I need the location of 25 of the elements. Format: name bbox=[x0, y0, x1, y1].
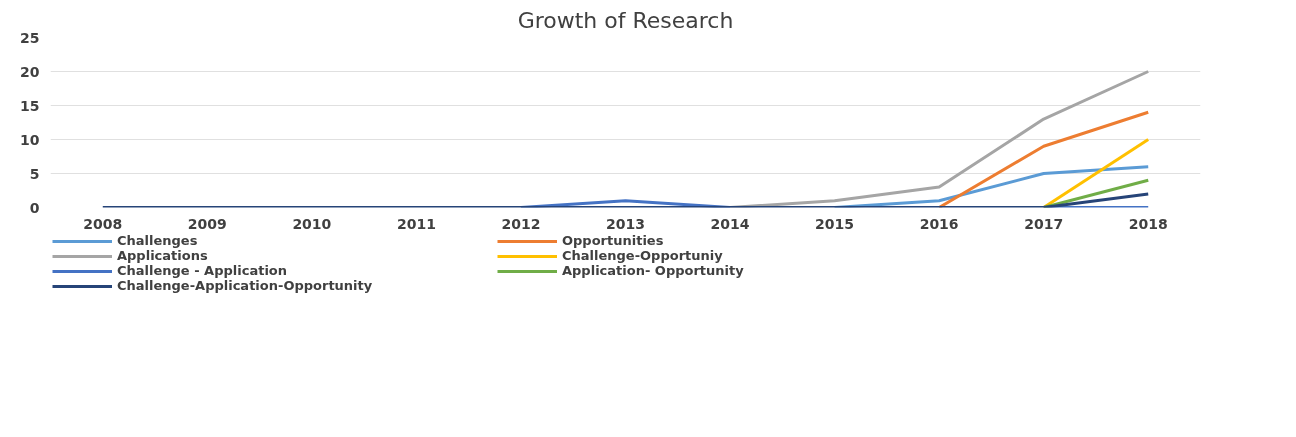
legend-label: Application- Opportunity bbox=[562, 263, 745, 278]
x-tick-label: 2018 bbox=[1128, 215, 1168, 232]
y-tick-label: 10 bbox=[20, 131, 40, 148]
legend-label: Challenge - Application bbox=[117, 263, 289, 278]
x-tick-label: 2017 bbox=[1024, 215, 1064, 232]
chart-title: Growth of Research bbox=[517, 7, 734, 33]
y-tick-label: 25 bbox=[20, 29, 40, 46]
legend-label: Challenge-Application-Opportunity bbox=[117, 278, 374, 293]
x-tick-label: 2012 bbox=[501, 215, 541, 232]
x-tick-label: 2014 bbox=[710, 215, 750, 232]
y-tick-label: 5 bbox=[29, 165, 40, 182]
legend-label: Opportunities bbox=[562, 233, 665, 248]
x-tick-label: 2011 bbox=[396, 215, 436, 232]
x-tick-label: 2016 bbox=[919, 215, 959, 232]
x-tick-label: 2013 bbox=[606, 215, 645, 232]
y-tick-label: 0 bbox=[29, 199, 40, 216]
y-tick-label: 15 bbox=[20, 97, 40, 114]
legend-label: Challenges bbox=[117, 233, 199, 248]
x-tick-label: 2010 bbox=[292, 215, 332, 232]
legend-label: Challenge-Opportuniy bbox=[562, 248, 724, 263]
legend-label: Applications bbox=[117, 248, 209, 263]
y-tick-label: 20 bbox=[20, 63, 40, 80]
x-tick-label: 2015 bbox=[815, 215, 855, 232]
x-tick-label: 2009 bbox=[187, 215, 227, 232]
x-tick-label: 2008 bbox=[83, 215, 123, 232]
